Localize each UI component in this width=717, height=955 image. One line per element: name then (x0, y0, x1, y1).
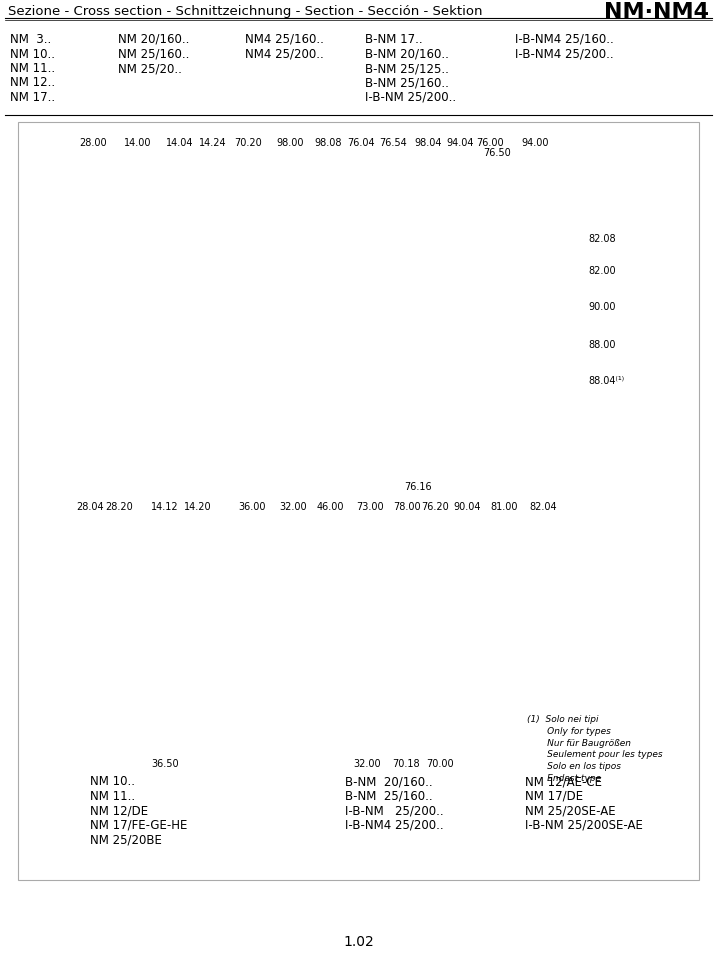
Text: 14.20: 14.20 (184, 502, 212, 512)
Text: NM 11..: NM 11.. (90, 790, 135, 802)
Text: 76.00: 76.00 (476, 138, 504, 148)
Text: 36.50: 36.50 (151, 759, 179, 769)
Text: NM 10..: NM 10.. (90, 775, 135, 788)
Text: 98.00: 98.00 (276, 138, 304, 148)
Text: NM 12/DE: NM 12/DE (90, 804, 148, 817)
Text: NM4 25/160..: NM4 25/160.. (245, 33, 324, 46)
Text: (1)  Solo nei tipi
       Only for types
       Nur für Baugrößen
       Seuleme: (1) Solo nei tipi Only for types Nur für… (527, 715, 663, 783)
Text: NM 25/20SE-AE: NM 25/20SE-AE (525, 804, 616, 817)
Text: 98.08: 98.08 (314, 138, 342, 148)
Text: I-B-NM   25/200..: I-B-NM 25/200.. (345, 804, 444, 817)
Text: NM 25/20..: NM 25/20.. (118, 62, 182, 75)
Text: 82.08: 82.08 (588, 234, 616, 244)
Text: I-B-NM 25/200..: I-B-NM 25/200.. (365, 91, 456, 104)
Text: 76.04: 76.04 (347, 138, 375, 148)
Text: B-NM  25/160..: B-NM 25/160.. (345, 790, 432, 802)
Text: 94.04: 94.04 (446, 138, 474, 148)
Text: 28.04: 28.04 (76, 502, 104, 512)
Text: 1.02: 1.02 (343, 935, 374, 949)
Text: NM  3..: NM 3.. (10, 33, 51, 46)
Text: 70.20: 70.20 (234, 138, 262, 148)
Text: 76.50: 76.50 (483, 148, 511, 158)
Text: 36.00: 36.00 (238, 502, 266, 512)
Text: NM·NM4: NM·NM4 (604, 2, 709, 22)
Text: NM 17/FE-GE-HE: NM 17/FE-GE-HE (90, 818, 187, 832)
Text: NM 25/160..: NM 25/160.. (118, 48, 189, 60)
Text: I-B-NM 25/200SE-AE: I-B-NM 25/200SE-AE (525, 818, 643, 832)
Text: 32.00: 32.00 (279, 502, 307, 512)
Text: 98.04: 98.04 (414, 138, 442, 148)
Text: 32.00: 32.00 (353, 759, 381, 769)
Text: NM 17/DE: NM 17/DE (525, 790, 583, 802)
Text: NM 12/AE-CE: NM 12/AE-CE (525, 775, 602, 788)
Text: 78.00: 78.00 (393, 502, 421, 512)
Text: 14.12: 14.12 (151, 502, 179, 512)
Text: 88.00: 88.00 (588, 340, 615, 350)
Text: B-NM 25/160..: B-NM 25/160.. (365, 76, 449, 90)
FancyBboxPatch shape (18, 122, 699, 880)
Text: 14.24: 14.24 (199, 138, 227, 148)
Text: 14.00: 14.00 (124, 138, 152, 148)
Text: NM 11..: NM 11.. (10, 62, 55, 75)
Text: 94.00: 94.00 (521, 138, 549, 148)
Text: 76.54: 76.54 (379, 138, 407, 148)
Text: 70.00: 70.00 (426, 759, 454, 769)
Text: 73.00: 73.00 (356, 502, 384, 512)
Text: B-NM 17..: B-NM 17.. (365, 33, 422, 46)
Text: 14.04: 14.04 (166, 138, 194, 148)
Text: 46.00: 46.00 (316, 502, 343, 512)
Text: B-NM 20/160..: B-NM 20/160.. (365, 48, 449, 60)
Text: I-B-NM4 25/160..: I-B-NM4 25/160.. (515, 33, 614, 46)
Text: 82.04: 82.04 (529, 502, 557, 512)
Text: 81.00: 81.00 (490, 502, 518, 512)
Text: Sezione - Cross section - Schnittzeichnung - Section - Sección - Sektion: Sezione - Cross section - Schnittzeichnu… (8, 6, 483, 18)
Text: 88.04⁽¹⁾: 88.04⁽¹⁾ (588, 376, 624, 386)
Text: B-NM  20/160..: B-NM 20/160.. (345, 775, 432, 788)
Text: 28.20: 28.20 (105, 502, 133, 512)
Text: 90.04: 90.04 (453, 502, 481, 512)
Text: I-B-NM4 25/200..: I-B-NM4 25/200.. (515, 48, 614, 60)
Text: 90.00: 90.00 (588, 302, 615, 312)
Text: 70.18: 70.18 (392, 759, 420, 769)
Text: 82.00: 82.00 (588, 266, 616, 276)
Text: NM 17..: NM 17.. (10, 91, 55, 104)
Text: 76.16: 76.16 (404, 482, 432, 492)
Text: B-NM 25/125..: B-NM 25/125.. (365, 62, 449, 75)
Text: NM 25/20BE: NM 25/20BE (90, 833, 162, 846)
Text: NM 12..: NM 12.. (10, 76, 55, 90)
Text: NM 10..: NM 10.. (10, 48, 55, 60)
Text: 76.20: 76.20 (421, 502, 449, 512)
Text: NM 20/160..: NM 20/160.. (118, 33, 189, 46)
Text: I-B-NM4 25/200..: I-B-NM4 25/200.. (345, 818, 444, 832)
Text: 28.00: 28.00 (79, 138, 107, 148)
Text: NM4 25/200..: NM4 25/200.. (245, 48, 324, 60)
